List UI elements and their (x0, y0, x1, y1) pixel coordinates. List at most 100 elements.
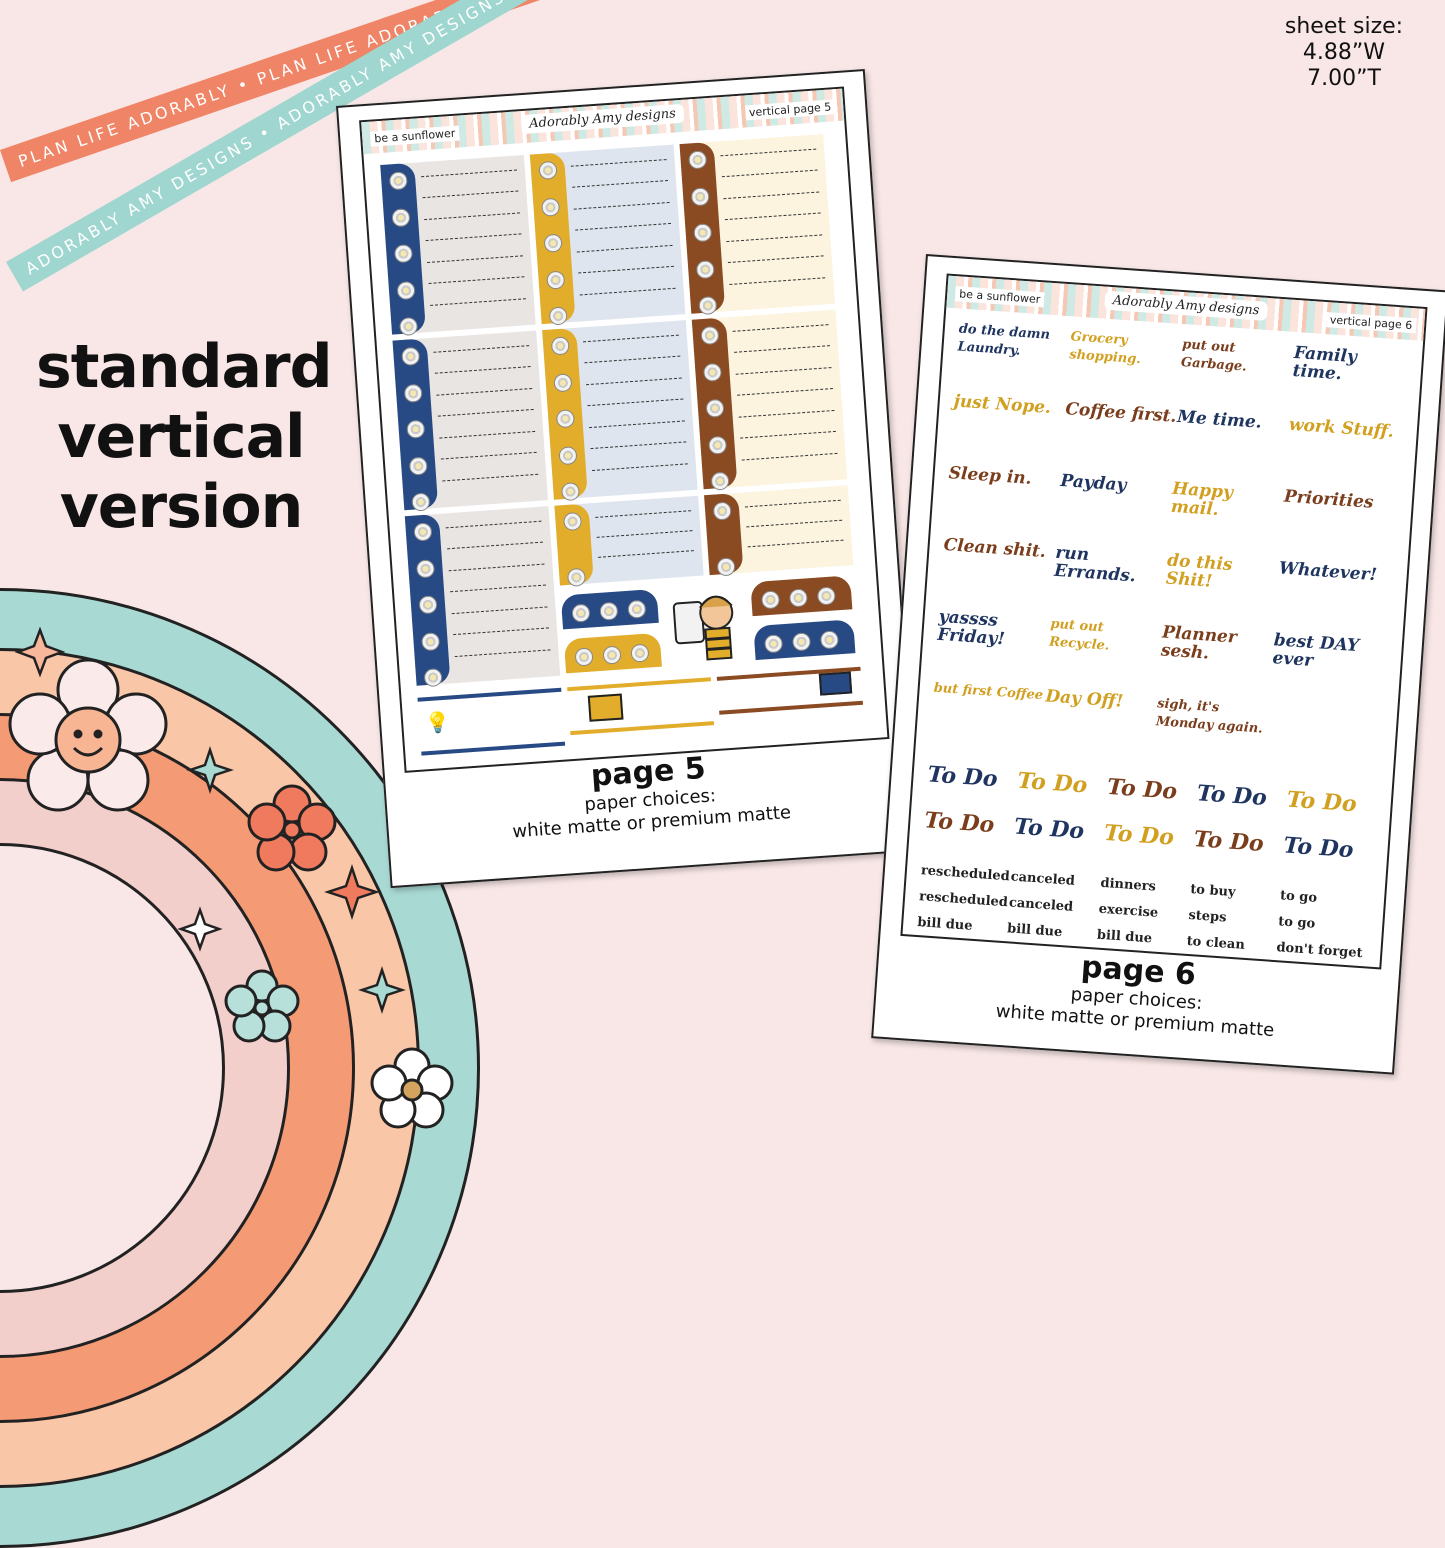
dashed-line (724, 212, 821, 221)
script-sticker: Me time. (1176, 406, 1263, 433)
page-6-sheet: be a sunflower Adorably Amy designs vert… (900, 273, 1428, 970)
todo-sticker: To Do (1016, 767, 1089, 799)
box-icon (587, 693, 624, 722)
theme-label: be a sunflower (954, 286, 1045, 308)
script-sticker: Coffee first. (1064, 399, 1178, 427)
smiley-flower-icon (8, 658, 168, 812)
label-sticker: bill due (1006, 921, 1063, 941)
script-sticker: Family time. (1292, 342, 1358, 385)
sunflower-icon (760, 590, 781, 610)
script-sticker: do this Shit! (1165, 550, 1234, 592)
sunflower-icon (816, 586, 836, 606)
script-sticker: work Stuff. (1288, 414, 1395, 443)
todo-sticker: To Do (1192, 826, 1265, 857)
dashed-line (447, 542, 543, 550)
script-sticker: Happy mail. (1170, 478, 1234, 521)
dashed-line (436, 387, 533, 396)
script-sticker: Planner sesh. (1160, 622, 1238, 664)
script-sticker: Whatever! (1278, 558, 1378, 586)
page-5-sheet: be a sunflower Adorably Amy designs vert… (359, 86, 890, 773)
script-sticker: put out Recycle. (1048, 616, 1110, 654)
script-sticker: Day Off! (1044, 686, 1124, 712)
sunflower-icon (423, 668, 443, 688)
script-sticker: yassss Friday! (936, 606, 1006, 650)
dashed-line (424, 212, 520, 220)
dashed-line (576, 244, 673, 253)
dashed-line (587, 398, 684, 407)
strip-box (716, 666, 864, 715)
todo-sticker: To Do (926, 761, 999, 793)
script-sticker: Sleep in. (948, 463, 1033, 489)
sparkle-icon (358, 966, 406, 1014)
dashed-line (427, 255, 523, 263)
dashed-line (732, 324, 829, 332)
character-coffee-icon (672, 595, 734, 661)
lightbulb-icon: 💡 (424, 711, 451, 736)
checklist-box (554, 495, 704, 587)
dashed-line (744, 499, 841, 508)
checklist-box (404, 506, 561, 688)
dashed-line (573, 201, 670, 210)
sunflower-icon (566, 567, 587, 587)
dashed-line (428, 276, 525, 285)
label-sticker: to clean (1186, 933, 1246, 953)
script-sticker: do the damn Laundry. (957, 321, 1051, 359)
dashed-line (584, 356, 681, 364)
dashed-line (439, 430, 536, 439)
dashed-line (588, 420, 685, 428)
flower-half-box (753, 619, 856, 661)
dashed-line (586, 377, 682, 386)
script-sticker: run Errands. (1053, 542, 1137, 587)
label-sticker: rescheduled (918, 889, 1009, 911)
dashed-line (575, 223, 672, 231)
dashed-line (723, 191, 820, 200)
sheet-size-width: 4.88”W (1302, 40, 1386, 65)
flower-half-box (750, 575, 853, 617)
label-sticker: rescheduled (920, 863, 1011, 885)
script-sticker: Payday (1059, 470, 1128, 496)
label-sticker: exercise (1098, 901, 1159, 921)
sheet-size-height: 7.00”T (1307, 66, 1381, 91)
sheet-size: sheet size: 4.88”W 7.00”T (1279, 14, 1409, 92)
sparkle-icon (14, 626, 66, 678)
script-sticker: sigh, it's Monday again. (1155, 696, 1264, 737)
sunflower-icon (571, 603, 591, 623)
dashed-line (422, 190, 519, 199)
version-title: standard vertical version (36, 332, 333, 542)
label-sticker: to buy (1189, 882, 1237, 901)
label-sticker: canceled (1010, 869, 1076, 889)
dashed-line (572, 180, 669, 189)
checklist-box (392, 330, 549, 512)
dashed-line (721, 169, 818, 178)
dashed-line (590, 441, 687, 450)
script-sticker: just Nope. (953, 391, 1052, 419)
sparkle-icon (324, 864, 380, 920)
label-sticker: canceled (1008, 895, 1074, 915)
dashed-line (450, 584, 546, 593)
checklist-box (704, 485, 854, 577)
rainbow-decorations (8, 626, 454, 1129)
sunflower-icon (548, 306, 568, 326)
dashed-line (453, 627, 549, 636)
mint-flower-icon (224, 969, 300, 1043)
todo-sticker: To Do (1196, 780, 1268, 812)
sunflower-icon (698, 295, 718, 316)
sheet-size-label: sheet size: (1284, 14, 1404, 39)
sunflower-icon (560, 481, 581, 502)
dashed-line (425, 233, 522, 242)
title-line-1: standard (36, 332, 333, 402)
todo-sticker: To Do (1106, 773, 1178, 805)
dashed-line (451, 606, 548, 614)
script-sticker: but first Coffee (933, 680, 1044, 704)
checklist-box (691, 309, 848, 491)
label-sticker: steps (1187, 907, 1227, 926)
script-sticker: best DAY ever (1271, 630, 1360, 671)
dashed-line (454, 648, 551, 657)
sunflower-icon (599, 601, 619, 621)
script-sticker: Priorities (1283, 486, 1375, 513)
dashed-line (727, 255, 824, 264)
script-sticker: Clean shit. (943, 534, 1047, 563)
dashed-line (726, 234, 823, 242)
brand-logo: Adorably Amy designs (1104, 290, 1268, 321)
flower-half-box (560, 588, 659, 630)
